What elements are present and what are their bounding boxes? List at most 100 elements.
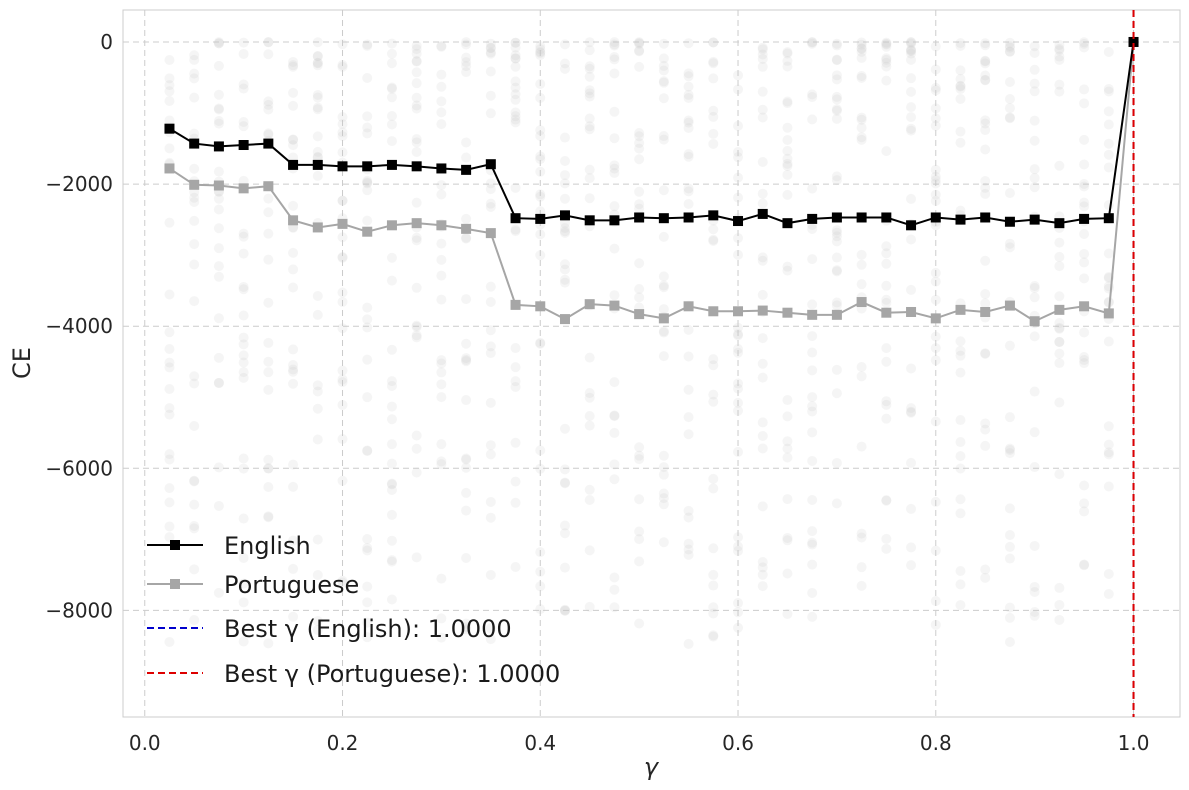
scatter-point [559,274,570,285]
scatter-point [782,568,793,579]
x-tick-labels: 0.0 0.2 0.4 0.6 0.8 1.0 [129,731,1150,755]
scatter-point [238,116,249,127]
scatter-point [881,39,892,50]
scatter-point [881,543,892,554]
scatter-point [757,372,768,383]
scatter-point [535,206,546,217]
scatter-point [807,406,818,417]
scatter-point [510,111,521,122]
scatter-point [337,195,348,206]
scatter-point [980,289,991,300]
scatter-point [263,37,274,48]
scatter-point [1004,103,1015,114]
scatter-point [634,154,645,165]
scatter-point [1004,41,1015,52]
scatter-point [930,220,941,231]
scatter-point [411,137,422,148]
scatter-point [461,39,472,50]
scatter-point [906,102,917,113]
scatter-point [757,501,768,512]
scatter-point [1004,448,1015,459]
scatter-point [485,66,496,77]
scatter-point [1103,481,1114,492]
scatter-point [164,449,175,460]
scatter-point [955,451,966,462]
scatter-point [930,175,941,186]
data-point-portuguese [683,301,694,312]
scatter-point [1004,37,1015,48]
scatter-point [386,275,397,286]
scatter-point [386,48,397,59]
scatter-point [831,55,842,66]
scatter-point [584,173,595,184]
scatter-point [312,102,323,113]
scatter-point [312,51,323,62]
scatter-point [189,68,200,79]
scatter-point [436,456,447,467]
scatter-point [1079,506,1090,517]
scatter-point [189,192,200,203]
data-point-english [1128,36,1139,47]
scatter-point [312,37,323,48]
scatter-point [312,151,323,162]
scatter-point [658,60,669,71]
x-tick-label: 0.2 [327,731,359,755]
scatter-point [485,634,496,645]
scatter-point [881,57,892,68]
scatter-point [930,355,941,366]
scatter-point [609,459,620,470]
scatter-point [980,298,991,309]
scatter-point [757,252,768,263]
scatter-point [485,281,496,292]
scatter-point [559,264,570,275]
scatter-point [238,332,249,343]
scatter-point [584,601,595,612]
scatter-point [980,182,991,193]
scatter-point [856,72,867,83]
scatter-point [461,624,472,635]
scatter-point [807,92,818,103]
scatter-point [436,459,447,470]
scatter-point [609,68,620,79]
scatter-point [189,420,200,431]
scatter-point [164,409,175,420]
scatter-point [461,505,472,516]
scatter-point [189,523,200,534]
data-point-portuguese [337,218,348,229]
scatter-point [658,53,669,64]
scatter-point [337,252,348,263]
scatter-point [980,115,991,126]
scatter-point [1054,317,1065,328]
scatter-point [1054,237,1065,248]
scatter-point [1029,462,1040,473]
background-scatter [164,36,1114,649]
scatter-point [856,114,867,125]
scatter-point [1079,201,1090,212]
scatter-point [683,68,694,79]
scatter-point [634,618,645,629]
scatter-point [930,267,941,278]
x-tick-label: 0.4 [524,731,556,755]
scatter-point [782,169,793,180]
scatter-point [1079,352,1090,363]
scatter-point [708,56,719,67]
scatter-point [411,40,422,51]
scatter-point [906,73,917,84]
scatter-point [485,397,496,408]
scatter-point [881,533,892,544]
scatter-point [337,374,348,385]
scatter-point [189,371,200,382]
scatter-point [436,238,447,249]
scatter-point [164,532,175,543]
scatter-point [362,581,373,592]
data-point-portuguese [1079,301,1090,312]
scatter-point [930,189,941,200]
scatter-point [856,70,867,81]
scatter-point [1029,173,1040,184]
scatter-point [288,366,299,377]
scatter-point [807,114,818,125]
scatter-point [510,89,521,100]
scatter-point [436,392,447,403]
scatter-point [584,124,595,135]
scatter-point [782,443,793,454]
